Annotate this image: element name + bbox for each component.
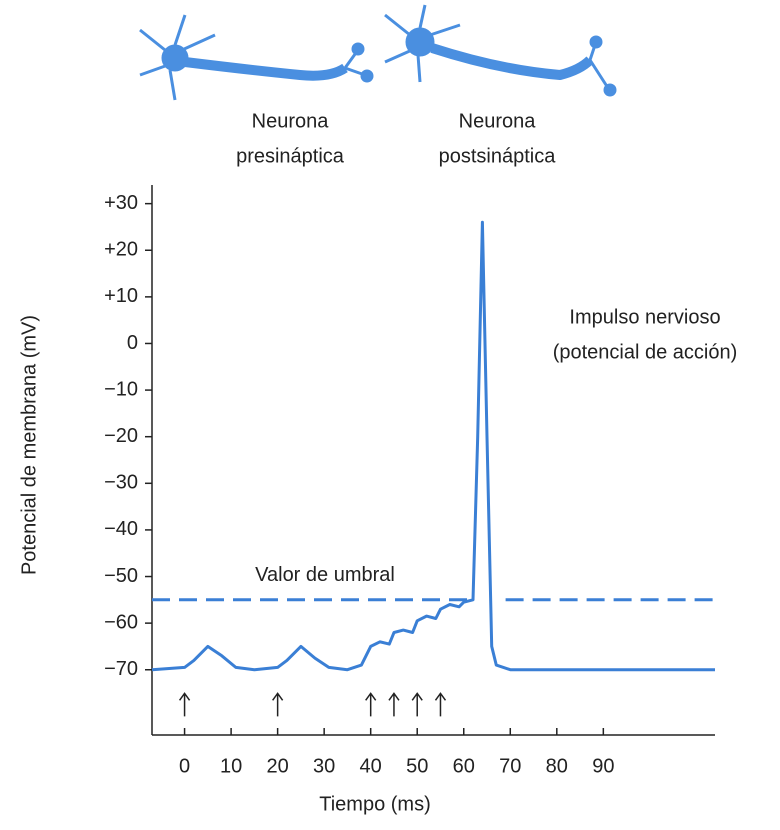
dendrites xyxy=(139,14,216,101)
neuron-label: postsináptica xyxy=(439,145,557,167)
axon xyxy=(184,57,348,81)
bouton xyxy=(603,83,617,97)
y-tick-label: +30 xyxy=(104,192,138,214)
data-line xyxy=(151,220,715,672)
neuron-illustrations xyxy=(139,4,617,101)
annotation: Impulso nervioso xyxy=(569,306,720,328)
neuron-label: Neurona xyxy=(459,110,537,132)
y-tick-label: −50 xyxy=(104,565,138,587)
y-tick-label: −40 xyxy=(104,518,138,540)
stimulus-arrow xyxy=(178,692,191,717)
y-tick-label: −10 xyxy=(104,378,138,400)
x-tick-label: 0 xyxy=(179,755,190,777)
x-tick-label: 40 xyxy=(360,755,382,777)
y-tick-label: −30 xyxy=(104,472,138,494)
y-tick-label: +10 xyxy=(104,285,138,307)
x-tick-label: 50 xyxy=(406,755,428,777)
y-tick-label: −60 xyxy=(104,611,138,633)
stimulus-arrow xyxy=(388,692,400,717)
x-tick-label: 70 xyxy=(499,755,521,777)
threshold-label: Valor de umbral xyxy=(255,564,395,586)
x-tick-label: 20 xyxy=(267,755,289,777)
y-axis-label: Potencial de membrana (mV) xyxy=(18,315,40,575)
y-tick-label: +20 xyxy=(104,239,138,261)
bouton xyxy=(351,42,365,56)
terminal xyxy=(588,41,610,89)
x-tick-label: 30 xyxy=(313,755,335,777)
x-tick-label: 60 xyxy=(453,755,475,777)
x-tick-label: 80 xyxy=(546,755,568,777)
stimulus-arrow xyxy=(365,692,377,717)
dendrites xyxy=(384,4,461,83)
x-tick-label: 10 xyxy=(220,755,242,777)
x-axis-label: Tiempo (ms) xyxy=(319,793,430,815)
annotation: (potencial de acción) xyxy=(553,341,738,363)
x-tick-label: 90 xyxy=(592,755,614,777)
y-tick-label: −70 xyxy=(104,658,138,680)
bouton xyxy=(589,35,603,49)
axon xyxy=(430,43,594,81)
y-tick-label: 0 xyxy=(127,332,138,354)
neuron-label: Neurona xyxy=(252,110,330,132)
y-tick-label: −20 xyxy=(104,425,138,447)
stimulus-arrow xyxy=(272,692,284,717)
stimulus-arrow xyxy=(434,692,447,717)
neuron-label: presináptica xyxy=(236,145,345,167)
bouton xyxy=(360,69,374,83)
stimulus-arrow xyxy=(411,692,423,717)
